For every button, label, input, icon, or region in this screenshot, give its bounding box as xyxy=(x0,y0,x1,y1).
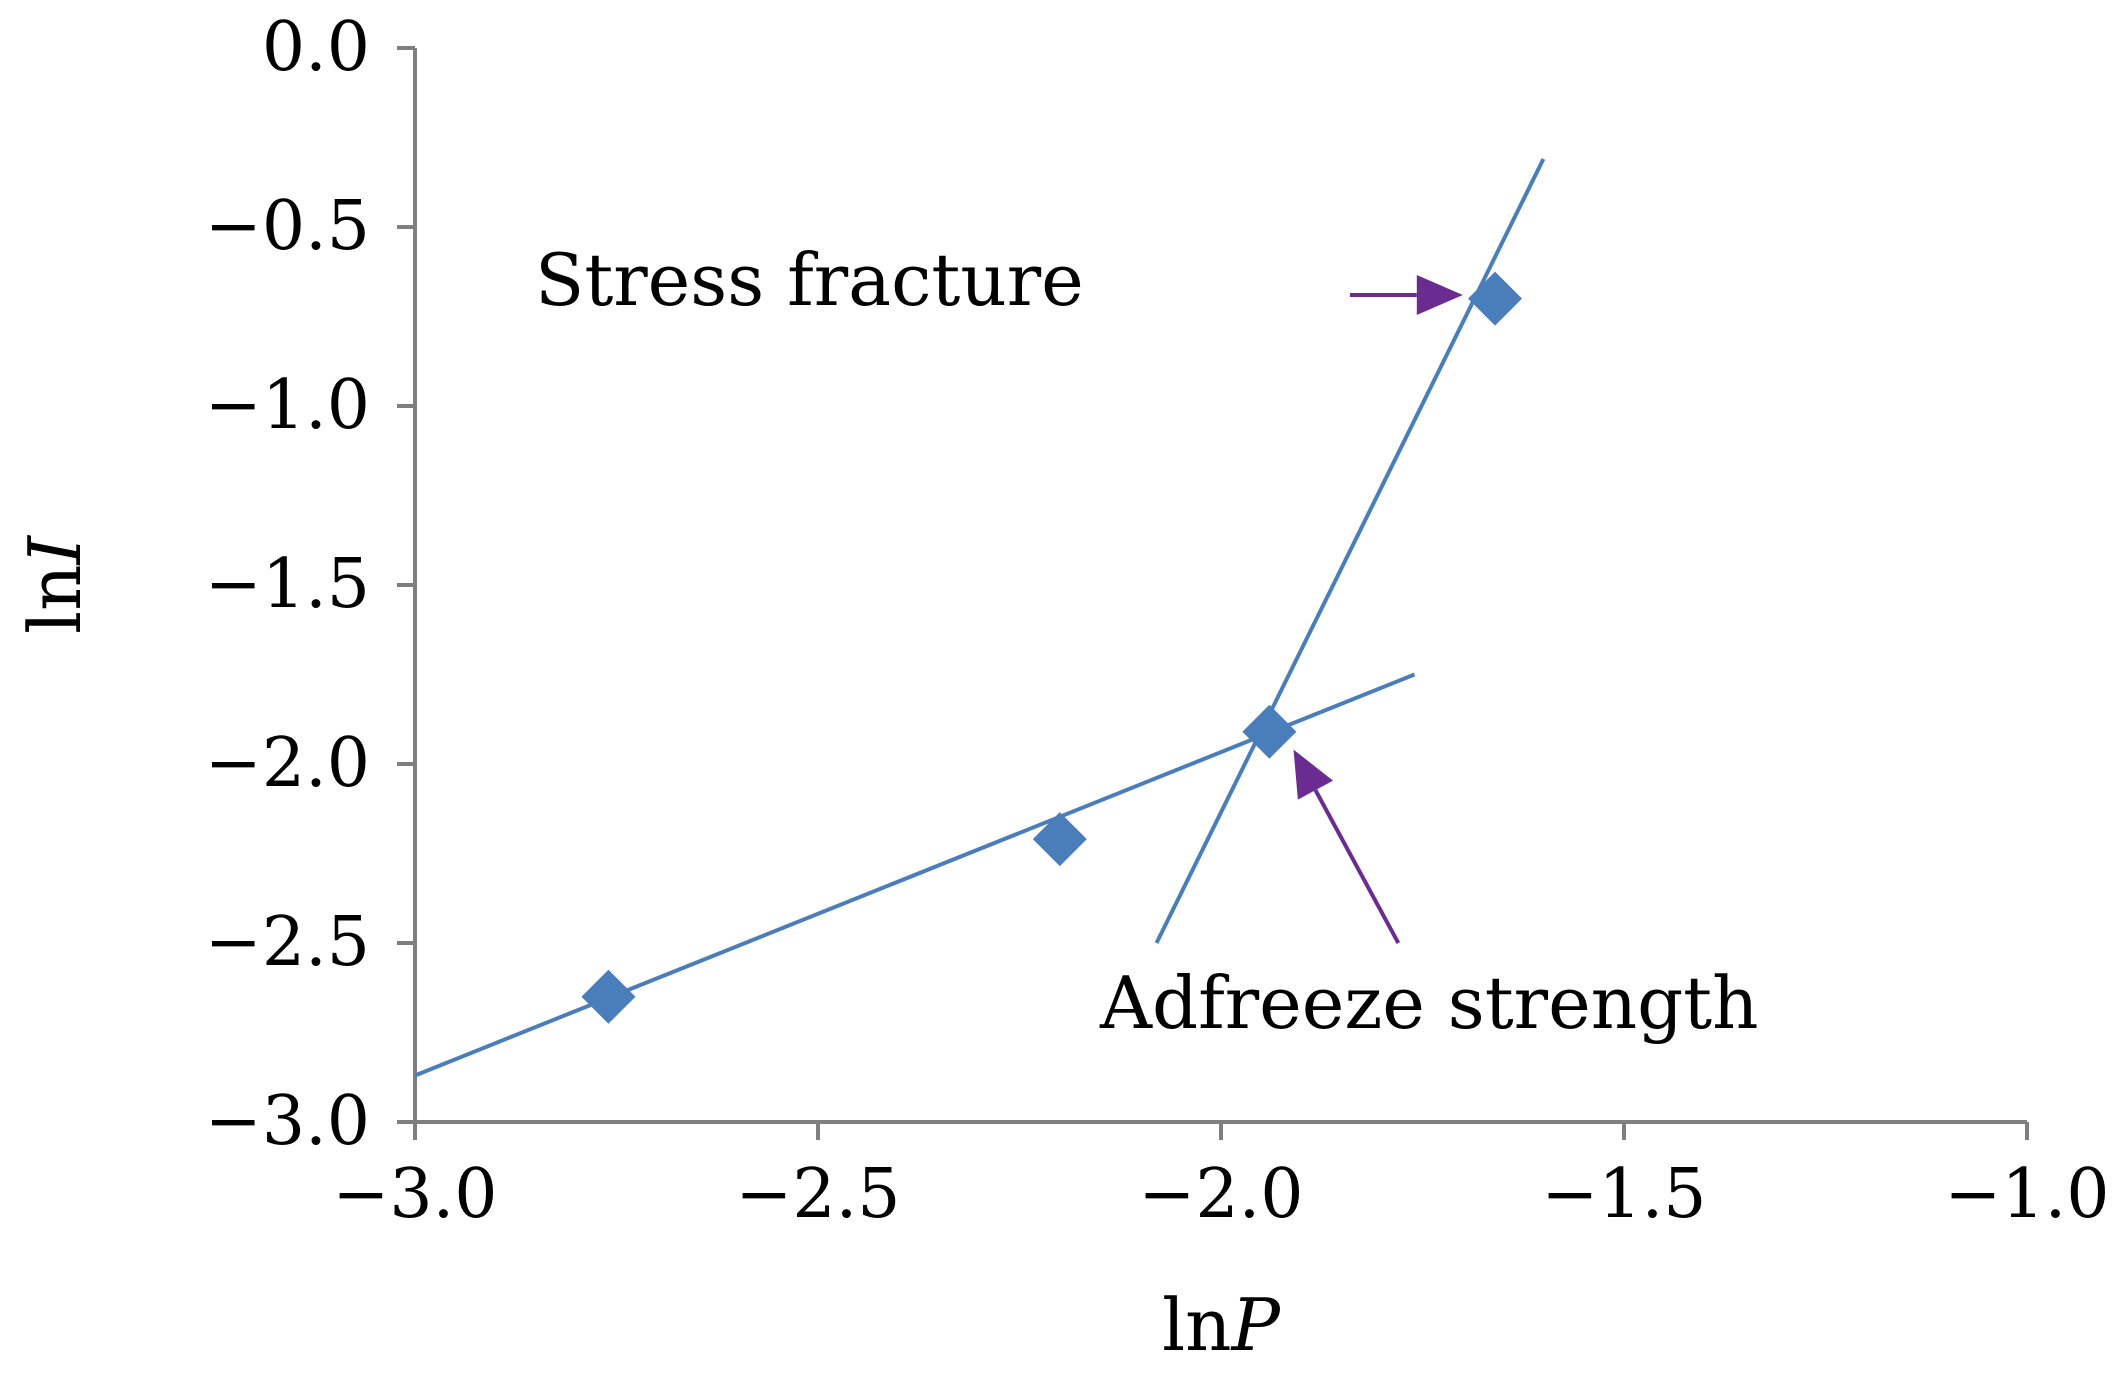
data-point-marker xyxy=(1032,812,1087,867)
x-axis-title-prefix: ln xyxy=(1162,1283,1231,1367)
annotations: Stress fracture Adfreeze strength xyxy=(535,238,1758,1045)
y-axis-title-prefix: ln xyxy=(13,565,97,634)
x-tick-label: −1.0 xyxy=(1944,1155,2109,1234)
x-axis-ticks: −3.0 −2.5 −2.0 −1.5 −1.0 xyxy=(332,1122,2110,1234)
plot-area: 0.0 −0.5 −1.0 −1.5 −2.0 −2.5 −3.0 −3.0 −2.5 −2.0… xyxy=(205,8,2110,1234)
y-tick-label: −3.0 xyxy=(205,1082,370,1161)
x-tick-label: −3.0 xyxy=(332,1155,497,1234)
trend-line xyxy=(1154,158,1546,944)
x-tick-label: −1.5 xyxy=(1541,1155,1706,1234)
y-tick-label: 0.0 xyxy=(262,8,370,87)
y-axis-title: lnI xyxy=(13,535,97,634)
y-tick-label: −0.5 xyxy=(205,187,370,266)
data-points xyxy=(581,271,1523,1024)
annotation-adfreeze-strength: Adfreeze strength xyxy=(1099,961,1758,1045)
x-axis-title: lnP xyxy=(1162,1283,1281,1367)
y-axis-title-var: I xyxy=(13,535,97,567)
data-point-marker xyxy=(1242,704,1297,759)
y-tick-label: −1.5 xyxy=(205,545,370,624)
data-point-marker xyxy=(1468,271,1523,326)
annotation-arrow-shaft xyxy=(1313,789,1401,944)
y-axis-ticks: 0.0 −0.5 −1.0 −1.5 −2.0 −2.5 −3.0 xyxy=(205,8,415,1161)
y-tick-label: −2.5 xyxy=(205,903,370,982)
y-tick-label: −2.0 xyxy=(205,724,370,803)
x-tick-label: −2.5 xyxy=(735,1155,900,1234)
annotation-arrowhead xyxy=(1416,275,1463,316)
x-tick-label: −2.0 xyxy=(1138,1155,1303,1234)
data-point-marker xyxy=(581,969,636,1024)
annotation-stress-fracture: Stress fracture xyxy=(535,238,1084,322)
y-tick-label: −1.0 xyxy=(205,366,370,445)
trend-line xyxy=(414,672,1416,1078)
annotation-arrowhead xyxy=(1293,749,1334,800)
x-axis-title-var: P xyxy=(1229,1283,1281,1367)
